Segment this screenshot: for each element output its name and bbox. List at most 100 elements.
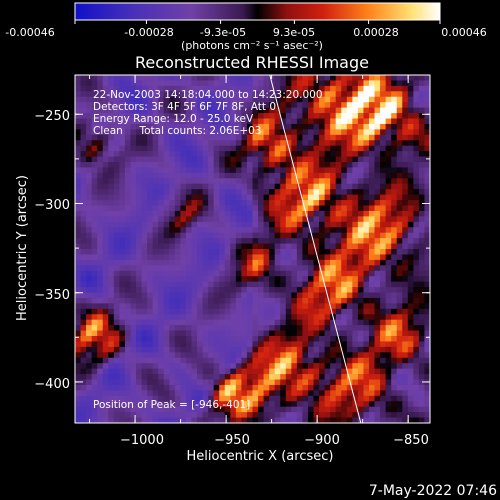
heatmap-cell [163,265,170,272]
heatmap-cell [180,140,187,147]
heatmap-cell [213,189,220,196]
heatmap-cell [246,145,253,152]
heatmap-cell [368,167,375,174]
heatmap-cell [202,145,209,152]
heatmap-cell [357,210,364,217]
heatmap-cell [180,325,187,331]
heatmap-cell [224,178,231,185]
heatmap-cell [374,118,381,125]
heatmap-cell [368,379,375,386]
heatmap-cell [396,134,403,141]
heatmap-cell [191,113,198,119]
heatmap-cell [246,417,253,423]
heatmap-cell [302,216,309,223]
heatmap-cell [163,221,170,228]
heatmap-cell [97,80,104,87]
heatmap-cell [407,216,414,223]
heatmap-cell [180,341,187,348]
heatmap-cell [169,390,176,397]
heatmap-cell [380,123,387,130]
heatmap-cell [113,183,120,190]
heatmap-cell [313,216,320,223]
heatmap-cell [158,102,165,109]
heatmap-cell [213,118,220,125]
heatmap-cell [296,368,303,375]
heatmap-cell [413,330,420,337]
heatmap-cell [280,162,287,168]
heatmap-cell [97,232,104,239]
heatmap-cell [180,145,187,152]
heatmap-cell [352,390,359,397]
heatmap-cell [230,336,237,342]
heatmap-cell [307,303,314,310]
heatmap-cell [330,341,337,348]
heatmap-cell [396,276,403,283]
heatmap-cell [152,221,159,228]
heatmap-cell [136,390,142,397]
heatmap-cell [274,75,281,81]
heatmap-cell [274,118,281,125]
heatmap-cell [97,243,104,250]
heatmap-cell [230,379,237,386]
heatmap-cell [319,129,326,136]
heatmap-cell [385,412,392,418]
heatmap-cell [152,243,159,250]
heatmap-cell [152,330,159,337]
heatmap-cell [141,395,148,402]
heatmap-cell [391,134,398,141]
heatmap-cell [374,374,381,380]
heatmap-cell [180,75,187,81]
heatmap-cell [202,417,209,423]
heatmap-cell [108,156,115,163]
heatmap-cell [124,156,131,163]
heatmap-cell [296,276,303,283]
heatmap-cell [230,368,237,375]
heatmap-cell [319,205,326,212]
heatmap-cell [274,113,281,119]
heatmap-cell [402,227,409,234]
heatmap-cell [158,254,165,261]
heatmap-cell [169,145,176,152]
heatmap-cell [124,249,131,255]
heatmap-cell [352,341,359,348]
heatmap-cell [385,216,392,223]
heatmap-cell [174,162,181,168]
heatmap-cell [108,325,115,331]
heatmap-cell [385,357,392,364]
heatmap-cell [197,363,203,370]
heatmap-cell [180,374,187,380]
heatmap-cell [80,118,87,125]
heatmap-cell [363,319,370,326]
heatmap-cell [97,401,104,408]
heatmap-cell [163,395,170,402]
heatmap-cell [307,390,314,397]
heatmap-cell [402,287,409,293]
heatmap-cell [424,330,430,337]
heatmap-cell [208,102,215,109]
heatmap-cell [235,352,242,359]
heatmap-cell [86,221,93,228]
heatmap-cell [424,200,430,206]
heatmap-cell [330,216,337,223]
heatmap-cell [230,325,237,331]
heatmap-cell [258,96,264,103]
heatmap-cell [224,156,231,163]
heatmap-cell [391,276,398,283]
heatmap-cell [363,140,370,147]
heatmap-cell [230,417,237,423]
heatmap-cell [80,384,87,391]
heatmap-cell [224,314,231,321]
heatmap-cell [246,276,253,283]
heatmap-cell [391,145,398,152]
heatmap-cell [380,151,387,157]
heatmap-cell [402,145,409,152]
heatmap-cell [252,319,259,326]
heatmap-cell [424,390,430,397]
heatmap-cell [185,368,192,375]
heatmap-cell [269,216,276,223]
heatmap-cell [246,368,253,375]
heatmap-cell [174,91,181,98]
heatmap-cell [102,216,109,223]
heatmap-cell [185,401,192,408]
heatmap-cell [219,205,226,212]
